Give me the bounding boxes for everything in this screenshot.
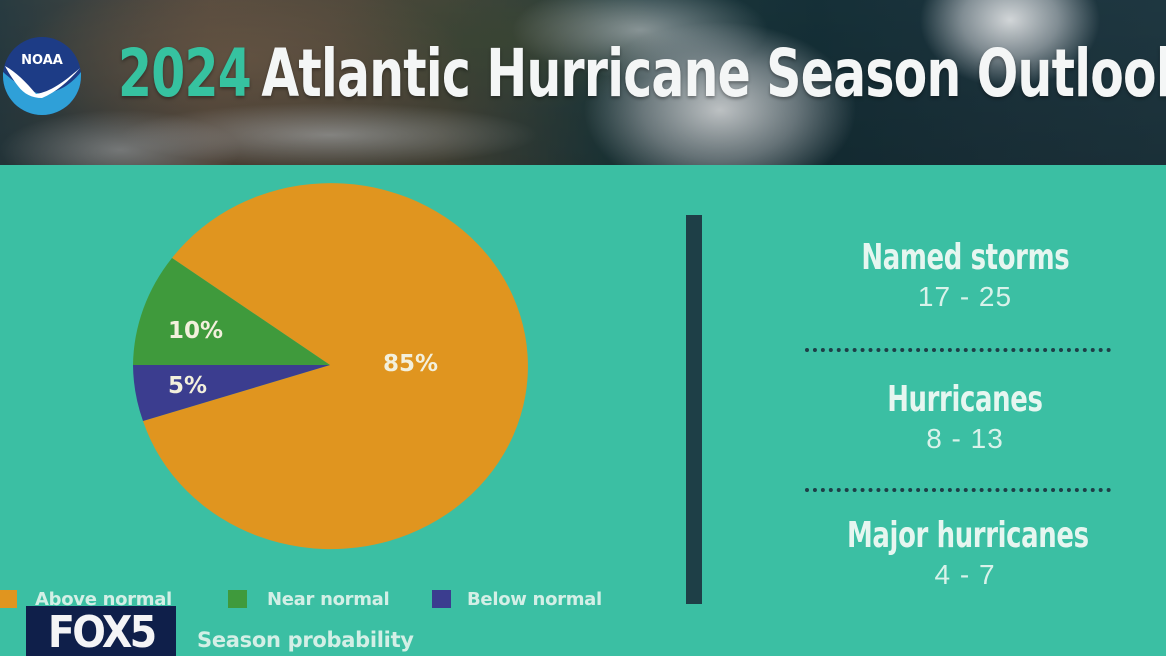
legend-swatch-near — [228, 590, 247, 608]
dotted-separator — [805, 348, 1111, 352]
pie-slice-above-normal — [143, 183, 528, 550]
stat-value: 8 - 13 — [926, 423, 1004, 454]
stat-major-hurricanes: Major hurricanes 4 - 7 — [800, 514, 1130, 592]
pie-slice-below-normal — [133, 365, 330, 421]
pie-label-below: 5% — [168, 373, 207, 399]
legend-label: Near normal — [267, 588, 390, 610]
legend-swatch-above — [0, 590, 17, 608]
stat-value: 4 - 7 — [934, 559, 996, 590]
pie-slice-near-normal — [133, 258, 330, 365]
header-satellite-banner: NOAA 2024 Atlantic Hurricane Season Outlo… — [0, 0, 1166, 165]
stat-title: Hurricanes — [887, 379, 1043, 420]
chart-caption: Season probability — [197, 628, 414, 652]
page-title: 2024 Atlantic Hurricane Season Outlook — [118, 34, 1166, 114]
noaa-logo-icon: NOAA — [3, 37, 81, 115]
title-year: 2024 — [118, 35, 252, 112]
legend-label: Above normal — [35, 588, 172, 610]
dotted-separator — [805, 488, 1111, 492]
legend-item-below-normal: Below normal — [432, 588, 602, 610]
legend-swatch-below — [432, 590, 451, 608]
legend-label: Below normal — [467, 588, 602, 610]
stat-hurricanes: Hurricanes 8 - 13 — [800, 378, 1130, 456]
legend-item-above-normal: Above normal — [0, 588, 172, 610]
pie-label-above: 85% — [383, 351, 438, 377]
season-probability-pie-chart: 85% 10% 5% — [133, 183, 528, 550]
vertical-divider — [686, 215, 702, 604]
stat-value: 17 - 25 — [917, 281, 1013, 312]
title-text: Atlantic Hurricane Season Outlook — [261, 35, 1166, 112]
stat-title: Major hurricanes — [846, 515, 1089, 556]
stat-title: Named storms — [861, 237, 1069, 278]
fox5-logo: FOX5 — [26, 606, 176, 656]
svg-text:NOAA: NOAA — [21, 53, 63, 68]
legend-item-near-normal: Near normal — [228, 588, 390, 610]
stat-named-storms: Named storms 17 - 25 — [800, 236, 1130, 314]
pie-label-near: 10% — [168, 318, 223, 344]
fox5-logo-text: FOX5 — [47, 607, 157, 656]
